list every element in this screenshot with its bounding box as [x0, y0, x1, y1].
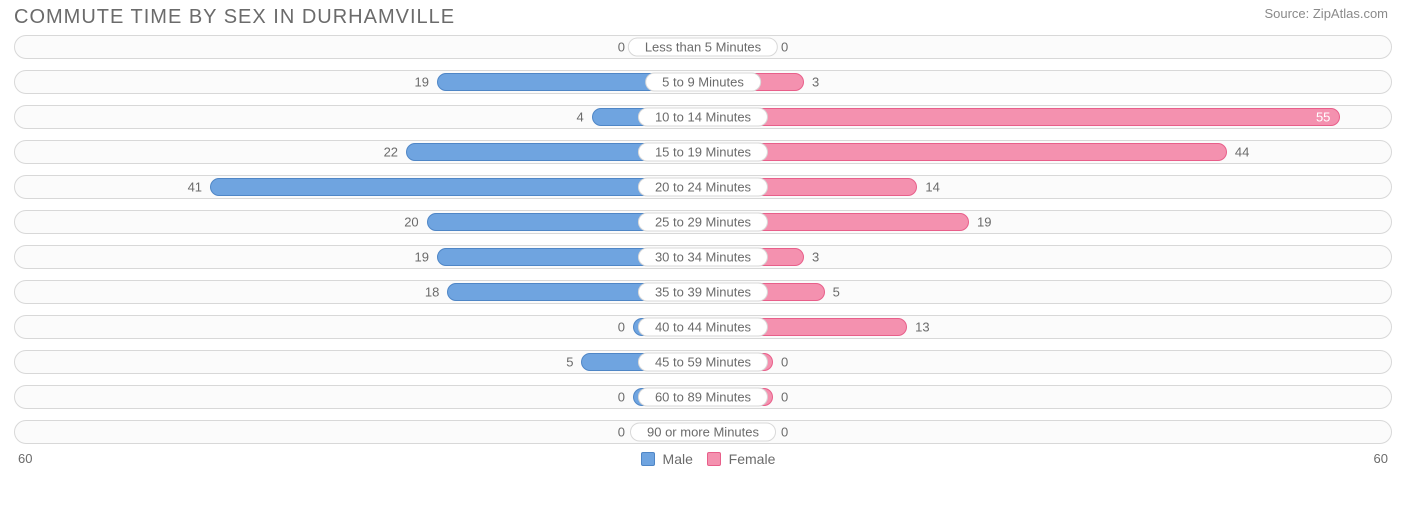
legend: Male Female [18, 451, 1388, 467]
axis-max-right: 60 [1374, 451, 1388, 466]
female-value: 0 [781, 40, 788, 55]
female-value: 44 [1235, 145, 1249, 160]
category-label: 40 to 44 Minutes [638, 318, 768, 337]
male-value: 0 [618, 40, 625, 55]
male-value: 22 [384, 145, 398, 160]
category-label: 25 to 29 Minutes [638, 213, 768, 232]
category-label: 10 to 14 Minutes [638, 108, 768, 127]
data-row: 19 3 5 to 9 Minutes [14, 70, 1392, 94]
male-swatch [641, 452, 655, 466]
data-row: 20 19 25 to 29 Minutes [14, 210, 1392, 234]
male-bar [210, 178, 703, 196]
category-label: 90 or more Minutes [630, 423, 776, 442]
female-value: 0 [781, 425, 788, 440]
female-value: 19 [977, 215, 991, 230]
data-row: 22 44 15 to 19 Minutes [14, 140, 1392, 164]
chart-title: COMMUTE TIME BY SEX IN DURHAMVILLE [14, 6, 455, 29]
male-value: 41 [188, 180, 202, 195]
category-label: 45 to 59 Minutes [638, 353, 768, 372]
female-value: 55 [1316, 110, 1330, 125]
male-value: 4 [577, 110, 584, 125]
legend-male-label: Male [663, 451, 693, 467]
data-row: 5 0 45 to 59 Minutes [14, 350, 1392, 374]
data-row: 4 55 10 to 14 Minutes [14, 105, 1392, 129]
female-bar [703, 108, 1340, 126]
source-attribution: Source: ZipAtlas.com [1264, 6, 1388, 21]
chart-footer: 60 60 Male Female [0, 451, 1406, 467]
male-value: 19 [415, 250, 429, 265]
category-label: Less than 5 Minutes [628, 38, 778, 57]
data-row: 41 14 20 to 24 Minutes [14, 175, 1392, 199]
category-label: 5 to 9 Minutes [645, 73, 761, 92]
header: COMMUTE TIME BY SEX IN DURHAMVILLE Sourc… [0, 0, 1406, 31]
data-row: 0 0Less than 5 Minutes [14, 35, 1392, 59]
category-label: 20 to 24 Minutes [638, 178, 768, 197]
data-row: 18 5 35 to 39 Minutes [14, 280, 1392, 304]
data-row: 0 13 40 to 44 Minutes [14, 315, 1392, 339]
category-label: 30 to 34 Minutes [638, 248, 768, 267]
data-row: 0 0 60 to 89 Minutes [14, 385, 1392, 409]
chart-area: 00Less than 5 Minutes1935 to 9 Minutes45… [0, 31, 1406, 444]
female-value: 0 [781, 355, 788, 370]
female-value: 3 [812, 75, 819, 90]
male-value: 0 [618, 320, 625, 335]
male-value: 0 [618, 390, 625, 405]
legend-female-label: Female [729, 451, 776, 467]
data-row: 19 3 30 to 34 Minutes [14, 245, 1392, 269]
female-bar [703, 143, 1227, 161]
female-value: 5 [833, 285, 840, 300]
axis-max-left: 60 [18, 451, 32, 466]
male-value: 0 [618, 425, 625, 440]
female-value: 3 [812, 250, 819, 265]
female-value: 0 [781, 390, 788, 405]
category-label: 15 to 19 Minutes [638, 143, 768, 162]
category-label: 35 to 39 Minutes [638, 283, 768, 302]
male-value: 20 [404, 215, 418, 230]
data-row: 0 0 90 or more Minutes [14, 420, 1392, 444]
male-value: 19 [415, 75, 429, 90]
male-value: 5 [566, 355, 573, 370]
female-value: 13 [915, 320, 929, 335]
category-label: 60 to 89 Minutes [638, 388, 768, 407]
female-value: 14 [925, 180, 939, 195]
male-value: 18 [425, 285, 439, 300]
female-swatch [707, 452, 721, 466]
